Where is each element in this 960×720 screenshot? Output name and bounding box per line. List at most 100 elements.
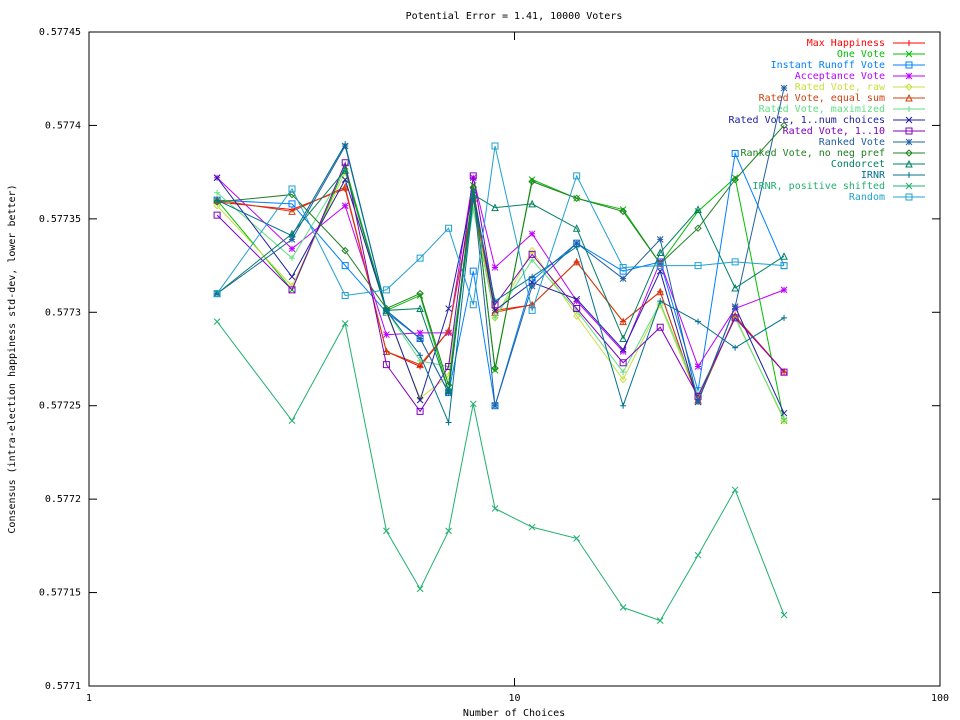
data-point xyxy=(445,419,452,426)
data-point xyxy=(780,368,788,376)
data-point xyxy=(491,203,499,212)
y-tick-label: 0.57735 xyxy=(39,214,81,225)
data-point xyxy=(731,303,739,311)
data-point xyxy=(382,361,390,369)
data-point xyxy=(731,149,739,157)
data-point xyxy=(213,290,221,297)
data-point xyxy=(905,182,913,190)
x-tick-label: 10 xyxy=(508,693,520,704)
legend-label: One Vote xyxy=(837,49,885,60)
x-axis-label: Number of Choices xyxy=(463,708,565,719)
data-point xyxy=(383,307,390,314)
data-point xyxy=(656,262,664,270)
data-point xyxy=(694,398,702,406)
data-point xyxy=(416,254,424,262)
data-point xyxy=(491,264,499,271)
data-point xyxy=(619,267,627,275)
data-point xyxy=(620,369,627,376)
data-point xyxy=(528,523,536,531)
y-tick-label: 0.5774 xyxy=(45,120,81,131)
data-point xyxy=(529,273,536,280)
series-line xyxy=(216,177,785,414)
data-point xyxy=(619,359,627,367)
data-point xyxy=(619,604,627,611)
legend-label: Rated Vote, raw xyxy=(795,82,886,93)
data-point xyxy=(416,335,424,342)
data-point xyxy=(213,290,221,298)
data-point xyxy=(619,334,627,342)
data-point xyxy=(905,149,913,157)
data-point xyxy=(528,282,536,290)
data-point xyxy=(492,298,499,305)
data-point xyxy=(780,252,788,260)
data-point xyxy=(342,141,349,148)
data-point xyxy=(573,239,581,247)
data-point xyxy=(288,245,296,253)
data-point xyxy=(383,527,390,535)
data-point xyxy=(416,396,424,404)
data-point xyxy=(213,211,221,219)
data-point xyxy=(694,551,702,559)
data-point xyxy=(491,364,499,373)
series-line xyxy=(216,145,785,313)
legend-label: IRNR, positive shifted xyxy=(753,181,885,192)
data-point xyxy=(780,121,788,130)
data-point xyxy=(656,258,664,266)
legend-label: Rated Vote, 1..num choices xyxy=(728,115,885,126)
data-point xyxy=(417,352,424,359)
data-point xyxy=(382,286,390,294)
data-point xyxy=(731,175,739,184)
data-point xyxy=(905,61,913,69)
data-point xyxy=(780,286,788,294)
data-point xyxy=(573,297,581,305)
data-point xyxy=(491,366,499,374)
legend-label: Instant Runoff Vote xyxy=(771,60,885,71)
data-point xyxy=(491,307,499,314)
data-point xyxy=(341,246,349,255)
data-point xyxy=(731,314,739,322)
data-point xyxy=(619,317,627,326)
series-line xyxy=(216,87,785,406)
data-point xyxy=(528,176,536,183)
legend-label: Acceptance Vote xyxy=(795,71,885,82)
data-point xyxy=(619,375,627,384)
data-point xyxy=(572,194,581,203)
data-point xyxy=(416,407,424,415)
data-point xyxy=(731,174,739,182)
data-point xyxy=(445,329,452,337)
data-point xyxy=(288,200,296,208)
x-tick-label: 100 xyxy=(931,693,949,704)
data-point xyxy=(656,267,664,275)
legend-label: Ranked Vote, no neg pref xyxy=(741,148,886,159)
data-point xyxy=(905,93,913,102)
data-point xyxy=(572,312,581,320)
data-point xyxy=(491,301,499,309)
data-point xyxy=(619,207,627,216)
data-point xyxy=(656,301,664,309)
data-point xyxy=(619,263,627,271)
data-point xyxy=(656,248,665,256)
data-point xyxy=(572,257,581,266)
data-point xyxy=(288,286,296,294)
y-axis-label: Consensus (intra-election happiness std-… xyxy=(7,184,18,533)
series-line xyxy=(216,161,785,413)
data-point xyxy=(905,159,913,168)
legend-label: Condorcet xyxy=(831,159,885,170)
data-point xyxy=(656,323,664,331)
data-point xyxy=(341,202,349,210)
data-point xyxy=(214,189,221,196)
data-point xyxy=(383,331,390,339)
data-point xyxy=(905,138,913,146)
y-tick-label: 0.5771 xyxy=(45,681,81,692)
data-point xyxy=(528,230,536,238)
data-point xyxy=(288,236,296,243)
legend-label: Random xyxy=(849,192,885,203)
data-point xyxy=(573,305,581,313)
data-point xyxy=(341,159,349,167)
data-point xyxy=(619,206,627,213)
series-line xyxy=(216,142,785,425)
data-point xyxy=(780,262,788,270)
data-point xyxy=(416,289,424,298)
data-point xyxy=(694,363,702,370)
data-point xyxy=(695,318,702,325)
